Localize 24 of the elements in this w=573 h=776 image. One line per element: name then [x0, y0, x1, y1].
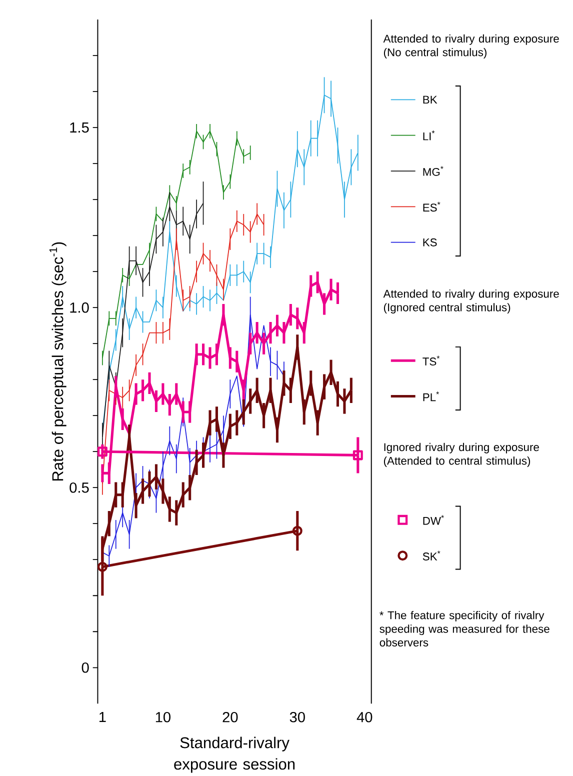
legend-label: DW$^{*}$	[423, 515, 444, 525]
legend-label: LI$^{*}$	[423, 130, 435, 140]
legend-label: ES$^{*}$	[423, 202, 440, 212]
text: * The feature specificity of rivalry speeding was measured for these observers	[380, 610, 550, 646]
y-tick-label: 1.0	[70, 302, 89, 313]
text: Attended to rivalry during exposure (No central stimulus)	[383, 34, 560, 58]
x-tick-label: 10	[156, 712, 171, 722]
legend-label: PL$^{*}$	[423, 391, 440, 402]
x-axis-title: Standard-rivalry exposure session	[174, 736, 295, 773]
x-tick-label: 40	[357, 712, 372, 722]
y-tick-label: 0.5	[70, 482, 89, 493]
x-tick-label: 1	[100, 712, 106, 722]
legend-label: MG$^{*}$	[423, 166, 444, 176]
legend-label: BK	[423, 96, 438, 104]
text: Ignored rivalry during exposure (Attended to central stimulus)	[384, 442, 540, 467]
y-tick-label: 0	[82, 662, 89, 673]
x-tick-label: 30	[290, 712, 306, 722]
x-tick-label: 20	[222, 712, 238, 722]
y-tick-label: 1.5	[70, 122, 89, 133]
legend-label: KS	[423, 238, 437, 246]
text: Attended to rivalry during exposure (Ignored central stimulus)	[383, 289, 560, 314]
legend-label: SK$^{*}$	[423, 550, 440, 560]
legend-label: TS$^{*}$	[422, 356, 440, 366]
y-axis-title: Rate of perceptual switches (sec$^{-1}$)	[50, 242, 66, 481]
